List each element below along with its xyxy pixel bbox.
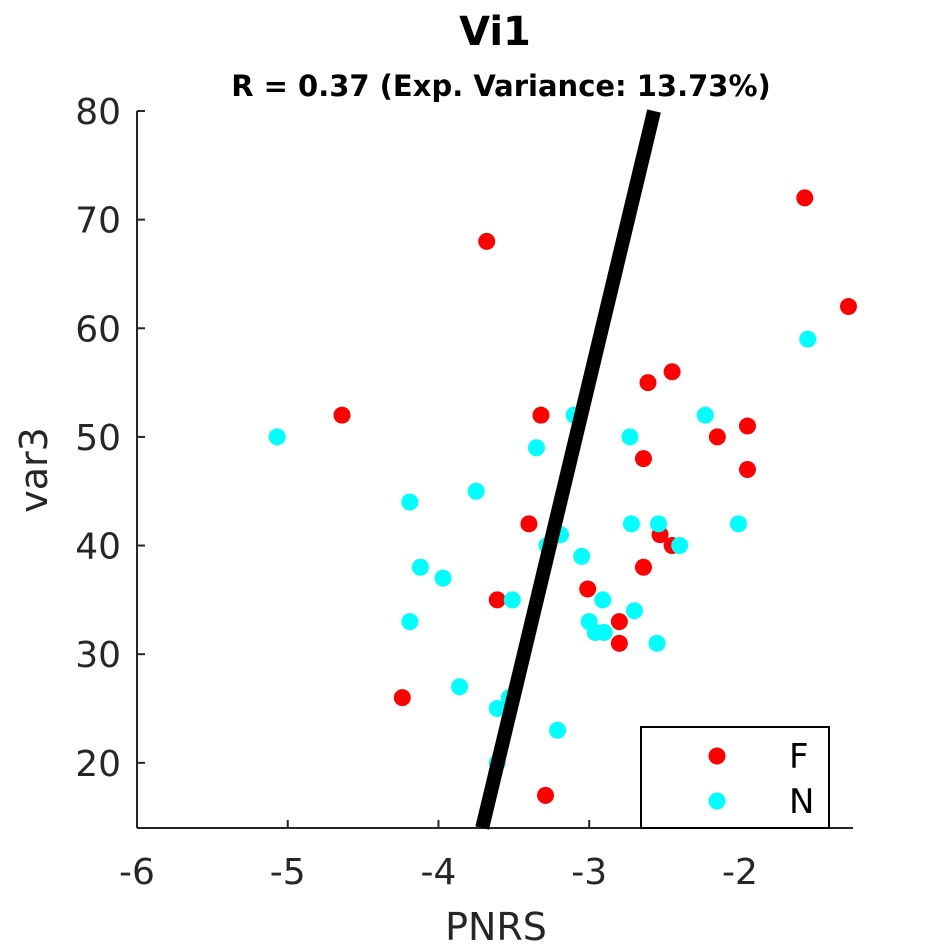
data-point-n — [268, 428, 286, 446]
data-point-f — [610, 634, 628, 652]
chart-title: Vi1 — [459, 9, 531, 55]
plot-area: -6 -5 -4 -3 -2 20 30 40 50 60 70 80 FN — [75, 92, 857, 893]
data-point-n — [549, 721, 567, 739]
data-point-n — [799, 330, 817, 348]
data-point-n — [622, 515, 640, 533]
data-point-n — [451, 678, 469, 696]
y-axis-label: var3 — [12, 427, 56, 513]
data-point-n — [621, 428, 639, 446]
legend-marker-f — [708, 747, 726, 765]
data-point-n — [594, 591, 612, 609]
y-tick-label: 50 — [75, 418, 121, 459]
y-tick-label: 70 — [75, 201, 121, 242]
y-tick-label: 30 — [75, 635, 121, 676]
data-point-n — [401, 493, 419, 511]
data-point-n — [648, 634, 666, 652]
legend-label-n: N — [789, 782, 814, 822]
data-point-f — [478, 232, 496, 250]
data-point-f — [536, 786, 554, 804]
data-point-f — [738, 461, 756, 478]
data-point-f — [488, 591, 506, 609]
data-point-f — [610, 613, 628, 631]
data-point-f — [796, 189, 814, 207]
x-tick-label: -4 — [421, 852, 457, 893]
data-point-n — [696, 406, 714, 424]
data-point-n — [488, 700, 506, 717]
data-point-n — [729, 515, 747, 533]
data-point-f — [333, 406, 351, 424]
x-tick-label: -5 — [270, 852, 306, 893]
data-point-f — [634, 450, 652, 468]
data-point-f — [639, 374, 657, 392]
legend-box — [640, 726, 830, 829]
x-tick-label: -2 — [722, 852, 758, 893]
data-point-f — [579, 580, 597, 598]
data-point-n — [411, 558, 429, 576]
legend-marker-n — [708, 792, 726, 810]
chart-subtitle: R = 0.37 (Exp. Variance: 13.73%) — [231, 69, 771, 103]
data-point-f — [738, 417, 756, 435]
data-point-n — [650, 515, 668, 533]
data-point-n — [467, 482, 485, 500]
x-axis-label: PNRS — [445, 905, 547, 945]
data-point-f — [839, 298, 857, 316]
x-tick-label: -6 — [119, 852, 155, 893]
data-point-f — [708, 428, 726, 446]
y-tick-label: 20 — [75, 744, 121, 785]
legend-label-f: F — [789, 737, 809, 777]
data-point-f — [634, 558, 652, 576]
x-tick-label: -3 — [571, 852, 607, 893]
data-point-n — [401, 613, 419, 631]
data-point-n — [503, 591, 521, 609]
data-point-f — [520, 515, 538, 533]
data-point-n — [595, 623, 613, 641]
data-point-f — [663, 363, 681, 381]
data-point-f — [532, 406, 550, 424]
data-point-n — [527, 439, 545, 457]
data-point-n — [625, 602, 643, 620]
y-tick-label: 40 — [75, 527, 121, 568]
regression-line — [475, 109, 661, 830]
data-point-n — [434, 569, 452, 587]
y-tick-label: 80 — [75, 92, 121, 133]
data-point-n — [573, 547, 591, 565]
data-point-f — [393, 689, 411, 707]
data-point-n — [671, 537, 689, 555]
y-tick-label: 60 — [75, 309, 121, 350]
